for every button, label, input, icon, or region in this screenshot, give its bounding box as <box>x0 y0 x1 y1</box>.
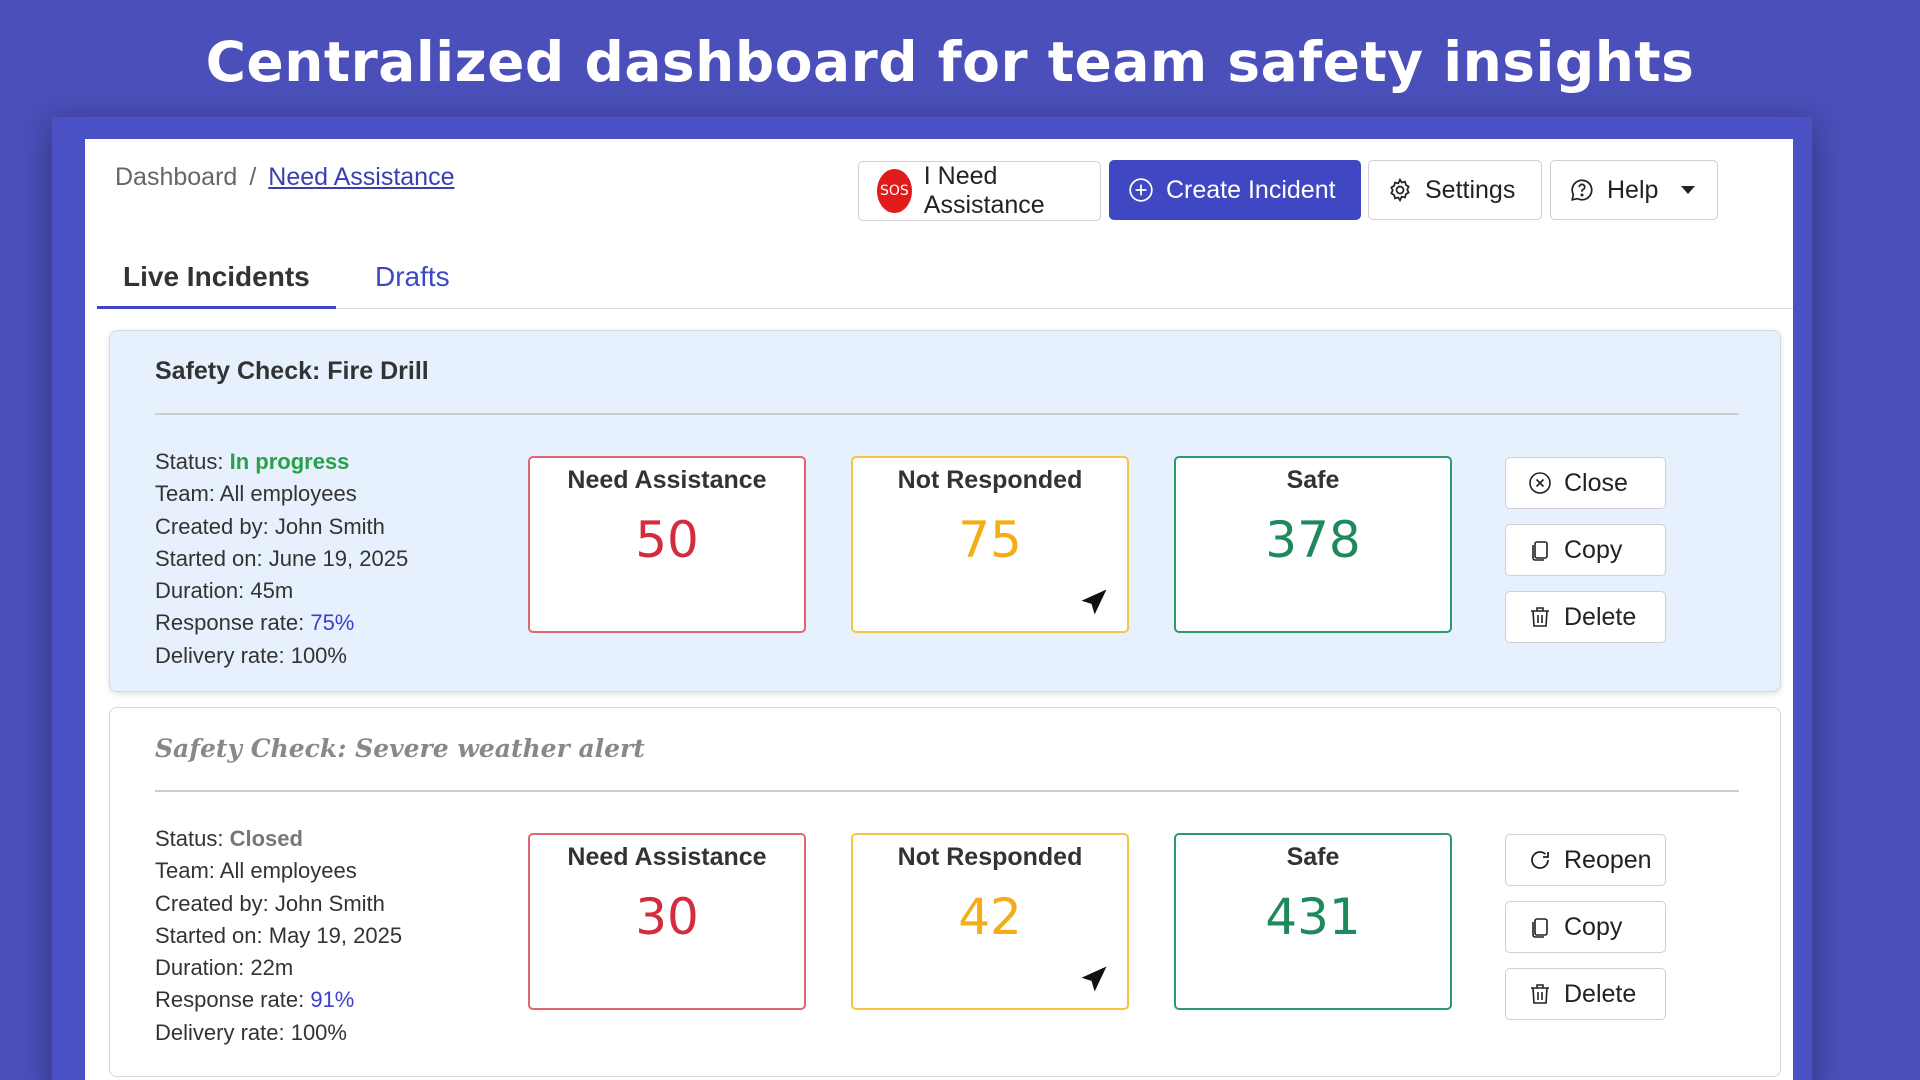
not-responded-stat[interactable]: Not Responded 75 <box>851 456 1129 633</box>
refresh-icon <box>1531 851 1549 869</box>
delete-button[interactable]: Delete <box>1505 591 1666 643</box>
page-headline: Centralized dashboard for team safety in… <box>205 30 1695 94</box>
create-incident-label: Create Incident <box>1166 175 1336 204</box>
team-text: Team: All employees <box>155 481 357 507</box>
incident-card: Safety Check: Fire Drill Status: In prog… <box>109 330 1781 692</box>
divider <box>155 413 1739 415</box>
safe-stat[interactable]: Safe 378 <box>1174 456 1452 633</box>
i-need-assistance-label: I Need Assistance <box>923 162 1045 219</box>
need-assistance-stat[interactable]: Need Assistance 50 <box>528 456 806 633</box>
delete-button[interactable]: Delete <box>1505 968 1666 1020</box>
stat-value: 50 <box>635 511 699 569</box>
incident-card: Safety Check: Severe weather alert Statu… <box>109 707 1781 1077</box>
stat-value: 378 <box>1265 511 1361 569</box>
response-rate-value[interactable]: 75% <box>310 610 355 636</box>
dashboard-panel: Dashboard / Need Assistance SOS I Need Ass… <box>85 139 1793 1080</box>
response-rate-value[interactable]: 91% <box>310 987 355 1013</box>
close-button[interactable]: Close <box>1505 457 1666 509</box>
status-value: In progress <box>229 449 350 474</box>
copy-button[interactable]: Copy <box>1505 901 1666 953</box>
status-label: Status: <box>155 826 224 851</box>
settings-button[interactable]: Settings <box>1368 160 1542 220</box>
stat-value: 30 <box>635 888 699 946</box>
incident-title: Safety Check: Fire Drill <box>155 357 429 385</box>
team-text: Team: All employees <box>155 858 357 884</box>
create-incident-button[interactable]: Create Incident <box>1109 160 1361 220</box>
help-label: Help <box>1607 175 1659 204</box>
send-reminder-icon[interactable] <box>1079 964 1109 994</box>
sos-icon: SOS <box>877 169 912 213</box>
delete-label: Delete <box>1564 979 1637 1008</box>
help-icon <box>1571 179 1593 201</box>
copy-label: Copy <box>1564 912 1623 941</box>
trash-icon <box>1531 984 1549 1004</box>
created-by-text: Created by: John Smith <box>155 890 385 916</box>
divider <box>155 790 1739 792</box>
status-value: Closed <box>229 826 303 851</box>
delete-label: Delete <box>1564 602 1637 631</box>
started-on-text: Started on: May 19, 2025 <box>155 922 403 948</box>
incident-title: Safety Check: Severe weather alert <box>155 734 645 763</box>
copy-icon <box>1532 918 1548 938</box>
not-responded-stat[interactable]: Not Responded 42 <box>851 833 1129 1010</box>
duration-text: Duration: 22m <box>155 955 294 981</box>
copy-label: Copy <box>1564 535 1623 564</box>
stat-label: Need Assistance <box>567 466 767 494</box>
tab-live-incidents[interactable]: Live Incidents <box>97 257 336 309</box>
send-reminder-icon[interactable] <box>1079 587 1109 617</box>
need-assistance-stat[interactable]: Need Assistance 30 <box>528 833 806 1010</box>
stat-label: Safe <box>1286 843 1340 871</box>
i-need-assistance-button[interactable]: SOS I Need Assistance <box>858 161 1101 221</box>
incident-details: Status: In progress Team: All employees … <box>155 446 408 672</box>
breadcrumb-separator: / <box>249 163 257 191</box>
breadcrumb-current[interactable]: Need Assistance <box>268 163 455 191</box>
delivery-rate-text: Delivery rate: 100% <box>155 1019 347 1045</box>
trash-icon <box>1531 607 1549 627</box>
stat-label: Not Responded <box>897 843 1083 871</box>
duration-text: Duration: 45m <box>155 578 294 604</box>
copy-button[interactable]: Copy <box>1505 524 1666 576</box>
close-label: Close <box>1564 468 1628 497</box>
incident-details: Status: Closed Team: All employees Creat… <box>155 823 402 1049</box>
stat-label: Safe <box>1286 466 1340 494</box>
safe-stat[interactable]: Safe 431 <box>1174 833 1452 1010</box>
stat-label: Need Assistance <box>567 843 767 871</box>
status-label: Status: <box>155 449 224 474</box>
incident-tabs: Live Incidents Drafts <box>97 257 1793 309</box>
breadcrumb: Dashboard / Need Assistance <box>115 163 454 192</box>
caret-down-icon <box>1681 186 1696 194</box>
stat-value: 42 <box>958 888 1022 946</box>
response-rate-label: Response rate: <box>155 987 305 1013</box>
help-button[interactable]: Help <box>1550 160 1718 220</box>
close-circle-icon <box>1529 472 1551 494</box>
stat-value: 431 <box>1265 888 1361 946</box>
plus-circle-icon <box>1129 178 1153 202</box>
breadcrumb-root[interactable]: Dashboard <box>115 163 238 191</box>
delivery-rate-text: Delivery rate: 100% <box>155 642 347 668</box>
response-rate-label: Response rate: <box>155 610 305 636</box>
settings-label: Settings <box>1425 175 1516 204</box>
created-by-text: Created by: John Smith <box>155 513 385 539</box>
stat-label: Not Responded <box>897 466 1083 494</box>
started-on-text: Started on: June 19, 2025 <box>155 545 409 571</box>
gear-icon <box>1390 177 1410 203</box>
stat-value: 75 <box>958 511 1022 569</box>
copy-icon <box>1532 541 1548 561</box>
reopen-button[interactable]: Reopen <box>1505 834 1666 886</box>
reopen-label: Reopen <box>1564 845 1652 874</box>
tab-drafts[interactable]: Drafts <box>375 261 450 292</box>
